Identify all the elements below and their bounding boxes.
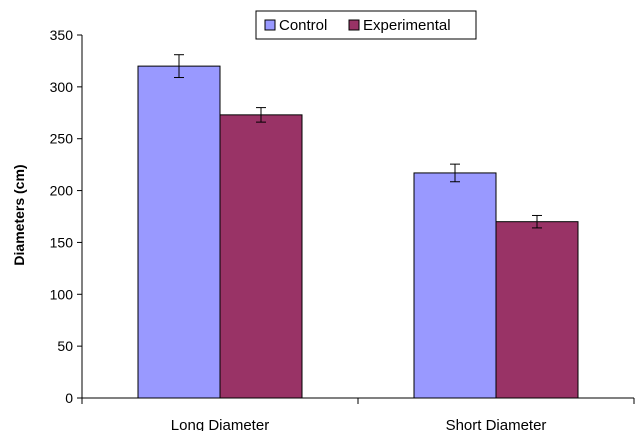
x-category-label: Long Diameter bbox=[171, 417, 269, 431]
x-axis: Long Diameter Short Diameter bbox=[81, 397, 635, 431]
legend-swatch-experimental bbox=[348, 19, 360, 31]
legend: Control Experimental bbox=[255, 10, 477, 40]
y-tick-label: 200 bbox=[50, 183, 74, 199]
y-axis: 0 50 100 150 200 250 300 350 bbox=[50, 27, 83, 406]
bar-experimental-1 bbox=[219, 114, 303, 399]
plot-area bbox=[137, 54, 579, 399]
y-tick-label: 50 bbox=[57, 338, 73, 354]
legend-label-control: Control bbox=[279, 17, 327, 34]
y-axis-title: Diameters (cm) bbox=[11, 164, 27, 265]
x-category-label: Short Diameter bbox=[446, 417, 547, 431]
y-tick-label: 100 bbox=[50, 286, 74, 302]
y-tick-label: 0 bbox=[65, 390, 73, 406]
y-tick-label: 350 bbox=[50, 27, 74, 43]
bar-control-2 bbox=[413, 172, 497, 399]
y-tick-label: 150 bbox=[50, 234, 74, 250]
y-tick-label: 300 bbox=[50, 79, 74, 95]
legend-label-experimental: Experimental bbox=[363, 17, 451, 34]
legend-swatch-control bbox=[264, 19, 276, 31]
y-tick-label: 250 bbox=[50, 131, 74, 147]
legend-box bbox=[255, 10, 477, 40]
bar-experimental-2 bbox=[495, 221, 579, 399]
bar-control-1 bbox=[137, 65, 221, 399]
